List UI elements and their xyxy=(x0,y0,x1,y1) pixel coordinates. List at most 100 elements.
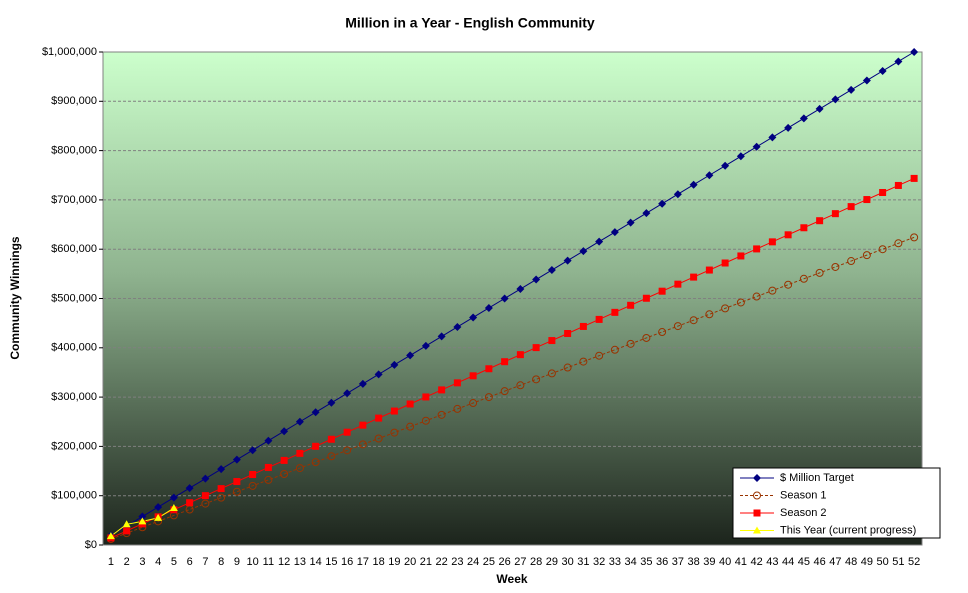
marker xyxy=(674,280,682,288)
marker xyxy=(548,337,556,345)
y-tick-label: $900,000 xyxy=(51,95,97,107)
marker xyxy=(595,351,604,360)
marker xyxy=(500,387,509,396)
x-tick-label: 27 xyxy=(514,556,526,568)
marker xyxy=(169,493,178,502)
x-tick-label: 16 xyxy=(341,556,353,568)
marker xyxy=(721,259,729,267)
marker xyxy=(358,440,367,449)
marker xyxy=(579,322,587,330)
marker xyxy=(390,360,399,369)
marker xyxy=(375,414,383,422)
marker xyxy=(689,316,698,325)
marker xyxy=(406,422,415,431)
marker xyxy=(579,357,588,366)
x-tick-label: 45 xyxy=(798,556,810,568)
x-tick-label: 39 xyxy=(703,556,715,568)
marker xyxy=(312,442,320,450)
marker xyxy=(705,310,714,319)
legend-label: Season 1 xyxy=(780,489,826,501)
x-tick-label: 40 xyxy=(719,556,731,568)
x-tick-label: 46 xyxy=(814,556,826,568)
marker xyxy=(390,407,398,415)
marker xyxy=(721,304,730,313)
x-tick-label: 17 xyxy=(357,556,369,568)
marker xyxy=(862,76,871,85)
x-tick-label: 7 xyxy=(202,556,208,568)
marker xyxy=(642,294,650,302)
y-tick-label: $600,000 xyxy=(51,243,97,255)
marker xyxy=(752,142,761,151)
marker xyxy=(705,266,713,274)
x-tick-label: 31 xyxy=(577,556,589,568)
marker xyxy=(311,458,320,467)
marker xyxy=(343,389,352,398)
marker xyxy=(469,372,477,380)
marker xyxy=(658,287,666,295)
marker xyxy=(437,410,446,419)
marker xyxy=(233,478,241,486)
x-tick-label: 26 xyxy=(499,556,511,568)
marker xyxy=(547,266,556,275)
marker xyxy=(453,322,462,331)
marker xyxy=(862,251,871,260)
marker xyxy=(327,452,336,461)
x-tick-label: 1 xyxy=(108,556,114,568)
x-tick-label: 48 xyxy=(845,556,857,568)
marker xyxy=(469,399,478,408)
marker xyxy=(532,375,541,384)
marker xyxy=(768,133,777,142)
marker xyxy=(705,171,714,180)
marker xyxy=(532,275,541,284)
x-tick-label: 2 xyxy=(124,556,130,568)
marker xyxy=(815,268,824,277)
series-line xyxy=(110,51,915,536)
marker xyxy=(831,95,840,104)
x-tick-label: 10 xyxy=(247,556,259,568)
x-tick-label: 41 xyxy=(735,556,747,568)
x-tick-label: 9 xyxy=(234,556,240,568)
marker xyxy=(106,532,115,540)
marker xyxy=(232,487,241,496)
marker xyxy=(217,485,225,493)
marker xyxy=(217,493,226,502)
marker xyxy=(816,217,824,225)
marker xyxy=(642,209,651,218)
marker xyxy=(343,428,351,436)
marker xyxy=(264,463,272,471)
marker xyxy=(185,484,194,493)
marker xyxy=(642,333,651,342)
x-tick-label: 19 xyxy=(388,556,400,568)
marker xyxy=(910,48,919,56)
x-tick-label: 47 xyxy=(829,556,841,568)
x-tick-label: 52 xyxy=(908,556,920,568)
marker xyxy=(910,233,919,242)
marker xyxy=(421,341,430,350)
x-tick-label: 33 xyxy=(609,556,621,568)
x-tick-label: 24 xyxy=(467,556,479,568)
x-tick-label: 50 xyxy=(877,556,889,568)
marker xyxy=(831,262,840,271)
legend-label: Season 2 xyxy=(780,507,826,519)
marker xyxy=(736,152,745,161)
x-tick-label: 3 xyxy=(139,556,145,568)
marker xyxy=(264,475,273,484)
y-tick-label: $500,000 xyxy=(51,292,97,304)
marker xyxy=(753,491,761,500)
marker xyxy=(784,231,792,239)
marker xyxy=(753,526,761,534)
marker xyxy=(690,273,698,281)
x-tick-label: 35 xyxy=(640,556,652,568)
marker xyxy=(453,379,461,387)
marker xyxy=(264,436,273,445)
x-tick-label: 51 xyxy=(892,556,904,568)
marker xyxy=(799,114,808,123)
marker xyxy=(217,465,226,474)
marker xyxy=(280,427,289,436)
x-tick-label: 38 xyxy=(688,556,700,568)
legend xyxy=(732,467,941,539)
x-tick-label: 23 xyxy=(451,556,463,568)
marker xyxy=(673,322,682,331)
marker xyxy=(547,369,556,378)
marker xyxy=(422,393,430,401)
